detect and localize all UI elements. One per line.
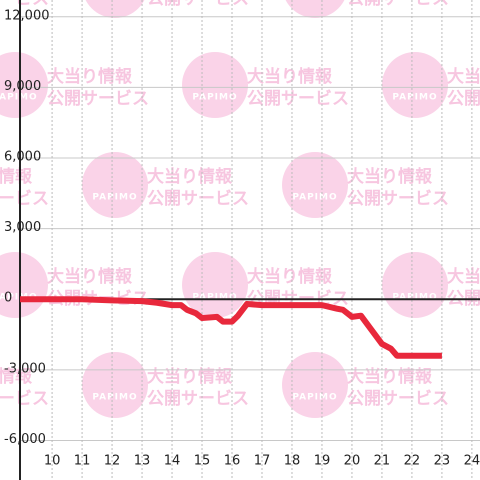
watermark-logo-text: PAPIMO xyxy=(92,393,137,403)
y-tick-label: -6,000 xyxy=(4,432,46,447)
watermark-logo xyxy=(82,352,148,418)
watermark-text: 大当り情報 xyxy=(347,166,433,187)
x-tick-label: 23 xyxy=(434,454,451,469)
watermark-text: 公開サービス xyxy=(147,189,249,209)
watermark-text: 大当り情報 xyxy=(247,266,333,287)
watermark-text: 大当り情報 xyxy=(47,266,133,287)
watermark-text: 大当り情報 xyxy=(47,66,133,87)
watermark-text: 公開サービス xyxy=(0,189,49,209)
watermark-text: 公開サービス xyxy=(447,89,480,109)
y-tick-label: 9,000 xyxy=(4,79,41,94)
line xyxy=(20,296,442,359)
watermark-logo xyxy=(85,0,145,18)
x-tick-label: 19 xyxy=(314,454,331,469)
watermark-logo-text: PAPIMO xyxy=(292,0,337,3)
y-tick-label: -3,000 xyxy=(4,361,46,376)
x-tick-label: 14 xyxy=(164,454,181,469)
watermark-text: 大当り情報 xyxy=(0,366,33,387)
watermark-logo xyxy=(182,52,248,118)
watermark-text: 公開サービス xyxy=(347,189,449,209)
watermark-logo-text: PAPIMO xyxy=(292,193,337,203)
watermark-logo xyxy=(82,152,148,218)
watermark-logo xyxy=(0,52,48,118)
x-tick-label: 21 xyxy=(374,454,391,469)
x-tick-label: 17 xyxy=(254,454,271,469)
watermark-text: 公開サービス xyxy=(347,389,449,409)
x-tick-label: 11 xyxy=(74,454,91,469)
watermark-text: 公開サービス xyxy=(147,0,249,9)
x-tick-label: 16 xyxy=(224,454,241,469)
watermark-logo-text: PAPIMO xyxy=(92,0,137,3)
watermark-text: 公開サービス xyxy=(0,389,49,409)
x-tick-label: 12 xyxy=(104,454,121,469)
watermark-logo-text: PAPIMO xyxy=(0,293,38,303)
watermark-logo xyxy=(282,152,348,218)
x-tick-label: 22 xyxy=(404,454,421,469)
watermark-text: 公開サービス xyxy=(247,89,349,109)
y-tick-label: 12,000 xyxy=(4,8,50,23)
watermark-logo-text: PAPIMO xyxy=(392,93,437,103)
watermark-text: 大当り情報 xyxy=(147,166,233,187)
x-tick-label: 24 xyxy=(464,454,480,469)
x-tick-label: 15 xyxy=(194,454,211,469)
watermark-text: 大当り情報 xyxy=(147,366,233,387)
watermark-text: 公開サービス xyxy=(147,389,249,409)
x-tick-label: 20 xyxy=(344,454,361,469)
watermark-logo xyxy=(182,252,248,318)
watermark-logo xyxy=(382,52,448,118)
watermark-text: 大当り情報 xyxy=(447,66,480,87)
y-tick-label: 0 xyxy=(4,291,12,306)
x-tick-label: 18 xyxy=(284,454,301,469)
y-tick-label: 3,000 xyxy=(4,220,41,235)
watermark-logo-text: PAPIMO xyxy=(0,93,38,103)
watermark-text: 公開サービス xyxy=(47,89,149,109)
watermark-logo-text: PAPIMO xyxy=(292,393,337,403)
watermark-logo xyxy=(0,252,48,318)
watermark-text: 大当り情報 xyxy=(347,366,433,387)
watermark-text: 公開サービス xyxy=(0,0,49,9)
watermark-logo-text: PAPIMO xyxy=(392,293,437,303)
watermark-logo xyxy=(282,352,348,418)
watermark-text: 大当り情報 xyxy=(0,166,33,187)
watermark-logo-text: PAPIMO xyxy=(192,93,237,103)
x-tick-label: 10 xyxy=(44,454,61,469)
x-tick-label: 13 xyxy=(134,454,151,469)
watermark-text: 公開サービス xyxy=(347,0,449,9)
watermark-text: 大当り情報 xyxy=(247,66,333,87)
watermark-logo-text: PAPIMO xyxy=(192,293,237,303)
watermark-text: 大当り情報 xyxy=(447,266,480,287)
watermark-logo xyxy=(382,252,448,318)
watermark-logo-text: PAPIMO xyxy=(92,193,137,203)
y-tick-label: 6,000 xyxy=(4,150,41,165)
watermark-logo xyxy=(285,0,345,18)
